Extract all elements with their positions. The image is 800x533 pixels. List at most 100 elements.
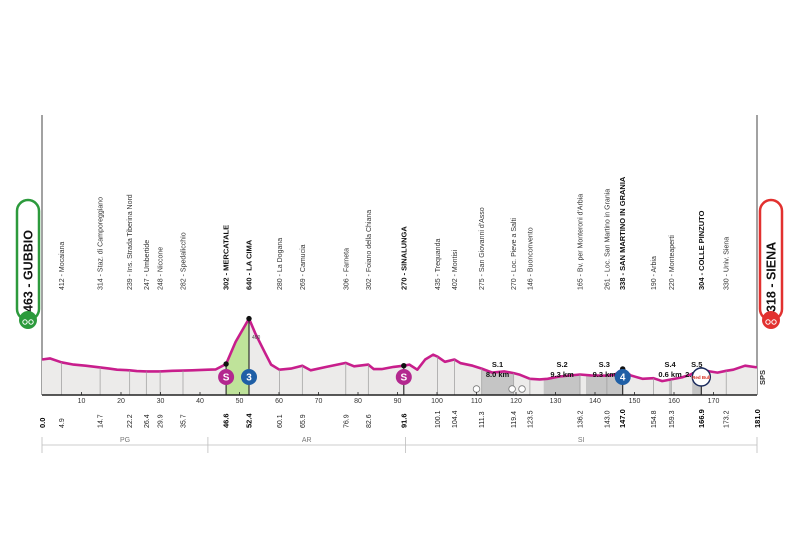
x-tick-label-16: 160: [668, 398, 680, 405]
location-label-2: 314 - Staz. di Camporeggiano: [98, 197, 105, 290]
elevation-marker-label: 400: [252, 335, 261, 341]
location-label-25: 330 - Univ. Siena: [724, 237, 731, 290]
km-label-11: 76.9: [343, 414, 350, 428]
x-tick-label-8: 80: [354, 398, 362, 405]
location-label-8: 640 - LA CIMA: [245, 239, 254, 290]
sprint-icon-3: [395, 369, 412, 385]
feed-zone-icon-1: [472, 385, 481, 393]
start-bike-wheel-1: [22, 319, 28, 325]
sprint-icon-text-3: S: [400, 373, 407, 384]
kom-icon-text-2: 3: [246, 373, 252, 384]
x-tick-label-14: 140: [589, 398, 601, 405]
km-label-3: 22.2: [127, 414, 134, 428]
km-label-17: 119.4: [511, 411, 518, 428]
finish-label-text: 318 - SIENA: [765, 242, 779, 312]
x-tick-label-1: 10: [78, 398, 86, 405]
finish-bike-icon: [762, 311, 780, 329]
x-tick-label-4: 40: [196, 398, 204, 405]
km-label-15: 104.4: [452, 410, 459, 428]
sector-name-3: S.3: [599, 360, 610, 369]
km-label-12: 82.6: [366, 414, 373, 428]
kom-icon-4: [614, 369, 631, 385]
sector-name-1: S.1: [492, 360, 503, 369]
feed-zone-icon-3: [518, 385, 526, 393]
x-tick-label-2: 20: [117, 398, 125, 405]
sector-name-2: S.2: [556, 360, 567, 369]
km-label-9: 60.1: [277, 414, 284, 428]
x-tick-label-13: 130: [550, 398, 562, 405]
km-label-14: 100.1: [435, 410, 442, 428]
checkpoint-dot-13: [401, 363, 407, 369]
kom-icon-2: [241, 369, 257, 385]
kom-icon-text-4: 4: [620, 373, 626, 384]
checkpoint-dot-7: [223, 361, 229, 367]
km-label-7: 46.6: [222, 413, 231, 428]
km-label-13: 91.6: [399, 413, 408, 428]
sprint-icon-text-1: S: [223, 373, 230, 384]
location-label-15: 402 - Montisi: [452, 249, 459, 290]
km-label-16: 111.3: [479, 411, 486, 428]
km-label-20: 143.0: [604, 410, 611, 428]
km-label-23: 159.3: [669, 410, 676, 428]
red-bull-icon-text: Red Bull: [692, 375, 710, 380]
feed-zone-icon-2: [508, 385, 516, 393]
km-end-label: 181.0: [753, 409, 762, 428]
start-bike-wheel-2: [28, 319, 34, 325]
location-label-7: 302 - MERCATALE: [222, 225, 231, 290]
sector-length-1: 8.0 km: [486, 370, 510, 379]
location-label-13: 270 - SINALUNGA: [399, 226, 408, 290]
location-label-22: 190 - Arbia: [651, 256, 658, 290]
location-label-12: 302 - Foiano della Chiana: [366, 210, 373, 290]
km-label-18: 123.5: [527, 410, 534, 428]
start-label-text: 463 - GUBBIO: [22, 230, 36, 312]
km-label-24: 166.9: [697, 409, 706, 428]
km-label-21: 147.0: [618, 409, 627, 428]
km-label-8: 52.4: [245, 413, 254, 428]
sprint-icon-1: [218, 369, 235, 385]
km-label-4: 26.4: [144, 414, 151, 428]
x-tick-label-11: 110: [471, 398, 482, 405]
location-label-24: 304 - COLLE PINZUTO: [697, 210, 706, 290]
checkpoint-dot-8: [246, 315, 252, 322]
x-tick-label-6: 60: [275, 398, 283, 405]
red-bull-icon: [691, 367, 712, 387]
km-label-22: 154.8: [651, 410, 658, 428]
sector-length-2: 9.3 km: [550, 370, 574, 379]
x-tick-label-12: 120: [510, 398, 522, 405]
location-label-6: 282 - Spedalicchio: [181, 232, 188, 290]
region-label-si: SI: [578, 437, 585, 444]
location-label-11: 306 - Farneta: [343, 248, 350, 290]
km-label-10: 65.9: [300, 414, 307, 428]
location-label-16: 275 - San Giovanni d'Asso: [479, 207, 486, 290]
region-label-pg: PG: [120, 437, 130, 444]
sector-name-4: S.4: [664, 360, 676, 369]
location-label-23: 220 - Monteaperti: [669, 235, 676, 290]
location-label-1: 412 - Mocaiana: [59, 242, 66, 290]
location-label-14: 435 - Trequanda: [435, 239, 442, 290]
location-label-9: 280 - La Dogana: [277, 238, 284, 290]
x-tick-label-3: 30: [157, 398, 165, 405]
profile-line: [41, 317, 758, 383]
location-label-17: 270 - Loc. Pieve a Salti: [511, 218, 518, 290]
sector-length-3: 9.3 km: [593, 370, 617, 379]
x-tick-label-17: 170: [708, 398, 720, 405]
km-label-6: 35.7: [181, 414, 188, 428]
km-label-5: 29.9: [158, 414, 165, 428]
location-label-10: 269 - Camucia: [300, 244, 307, 290]
finish-bike-wheel-1: [765, 319, 771, 325]
location-label-4: 247 - Umbertide: [144, 240, 151, 290]
region-label-ar: AR: [302, 437, 312, 444]
location-label-3: 239 - Ins. Strada Tiberina Nord: [127, 194, 134, 290]
km-start-label: 0.0: [38, 418, 47, 428]
sector-name-5: S.5: [691, 360, 702, 369]
km-label-25: 173.2: [724, 410, 731, 428]
km-label-19: 136.2: [578, 410, 585, 428]
location-label-18: 146 - Buonconvento: [527, 227, 534, 290]
start-bike-icon: [19, 311, 37, 329]
finish-bike-wheel-2: [771, 319, 777, 325]
sector-length-4: 0.6 km: [658, 370, 682, 379]
location-label-19: 165 - Bv. per Monteroni d'Arbia: [578, 194, 585, 290]
x-tick-label-9: 90: [394, 398, 402, 405]
x-tick-label-5: 50: [236, 398, 244, 405]
